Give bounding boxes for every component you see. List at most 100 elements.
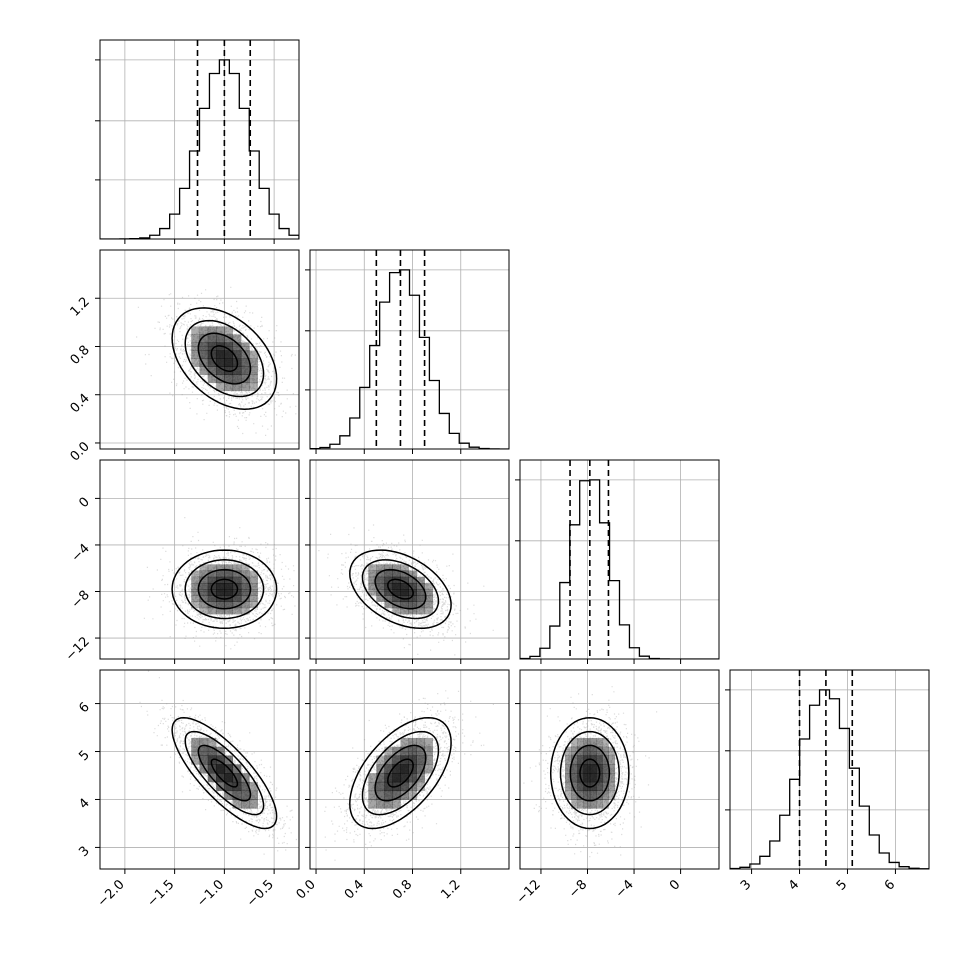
density-cell (416, 595, 425, 602)
density-cell (199, 350, 209, 359)
density-cell (216, 589, 225, 596)
density-cell (416, 576, 425, 584)
density-cell (207, 570, 217, 578)
x-tick-label: 4 (786, 877, 802, 893)
density-cell (602, 746, 609, 756)
density-cell (392, 564, 401, 571)
density-cell (240, 582, 250, 590)
density-cell (424, 737, 434, 748)
density-cell (249, 589, 258, 596)
density-cell (240, 350, 250, 359)
density-cell (376, 764, 385, 774)
density-cell (608, 764, 616, 774)
contour-line (387, 758, 414, 788)
y-tick-label: −12 (63, 634, 93, 664)
density-cell (199, 764, 209, 774)
density-cell (392, 799, 401, 809)
contour-line (361, 730, 440, 816)
panel-frame (99, 459, 300, 660)
density-cell (224, 326, 234, 335)
density-cell (384, 564, 393, 571)
density-cell (207, 342, 217, 351)
x-tick-label: −1.0 (194, 877, 227, 910)
density-cell (240, 589, 250, 596)
density-cell (232, 576, 242, 584)
density-cell (392, 589, 401, 596)
density-cell (249, 601, 258, 609)
y-tick-label: 0.8 (68, 343, 93, 368)
contour-line (171, 549, 278, 630)
histogram-panel-4: 3 4 5 6 (725, 669, 930, 894)
density-cell (240, 781, 250, 792)
density-cell (240, 342, 250, 351)
density-cell (216, 582, 225, 590)
density-cell (400, 582, 409, 590)
density-cell (408, 576, 417, 584)
density-cell (589, 799, 597, 809)
panel-frame (99, 669, 300, 870)
density-cell (408, 601, 417, 609)
density-cell (400, 764, 409, 774)
density-cell (199, 607, 209, 615)
scatter-panel-2-1: 0.0 0.4 0.8 1.2 (68, 249, 300, 464)
contour-line (387, 578, 414, 600)
density-cell (207, 374, 217, 384)
density-cell (424, 589, 434, 596)
density-cell (392, 746, 401, 756)
density-cell (424, 595, 434, 602)
density-cell (368, 589, 377, 596)
density-cell (392, 607, 401, 615)
sample-points (136, 286, 297, 436)
density-cell (400, 790, 409, 800)
y-tick-label: 0 (76, 495, 92, 511)
histogram-panel-2 (305, 249, 510, 454)
density-cell (400, 607, 409, 615)
density-cell (249, 358, 258, 367)
density-cell (602, 773, 609, 783)
density-cell (368, 790, 377, 800)
density-cell (400, 601, 409, 609)
density-cell (368, 781, 377, 792)
density-cell (424, 601, 434, 609)
density-cell (571, 790, 578, 800)
density-cell (392, 773, 401, 783)
density-cell (602, 781, 609, 792)
contour-line (559, 730, 620, 816)
density-cell (216, 358, 225, 367)
density-cell (191, 755, 200, 765)
density-cell (583, 746, 591, 756)
density-cell (408, 790, 417, 800)
histogram-bars (730, 689, 929, 869)
density-cell (571, 746, 578, 756)
density-cell (392, 582, 401, 590)
density-cell (199, 326, 209, 335)
density-cell (596, 746, 603, 756)
density-cell (583, 737, 591, 748)
density-cell (216, 764, 225, 774)
contour-line (361, 559, 440, 620)
panel-frame (309, 249, 510, 450)
density-cell (249, 790, 258, 800)
density-cell (408, 773, 417, 783)
density-cell (240, 773, 250, 783)
panel-frame (99, 39, 300, 240)
density-cell (207, 366, 217, 376)
density-cell (224, 790, 234, 800)
x-tick-label: −2.0 (95, 877, 128, 910)
density-cell (240, 382, 250, 392)
panel-frame (309, 669, 510, 870)
x-tick-label: 0.0 (294, 877, 319, 902)
density-cell (224, 374, 234, 384)
density-cell (376, 790, 385, 800)
density-layer (139, 670, 297, 855)
density-cell (376, 576, 385, 584)
scatter-panel-3-2 (305, 459, 510, 664)
density-cell (400, 576, 409, 584)
density-cell (596, 799, 603, 809)
density-cell (249, 799, 258, 809)
density-cell (408, 755, 417, 765)
density-cell (564, 764, 572, 774)
scatter-panel-4-1: −2.0 −1.5 −1.0 −0.5 3 4 5 6 (76, 669, 300, 910)
density-cell (602, 764, 609, 774)
y-tick-label: −8 (69, 588, 93, 612)
